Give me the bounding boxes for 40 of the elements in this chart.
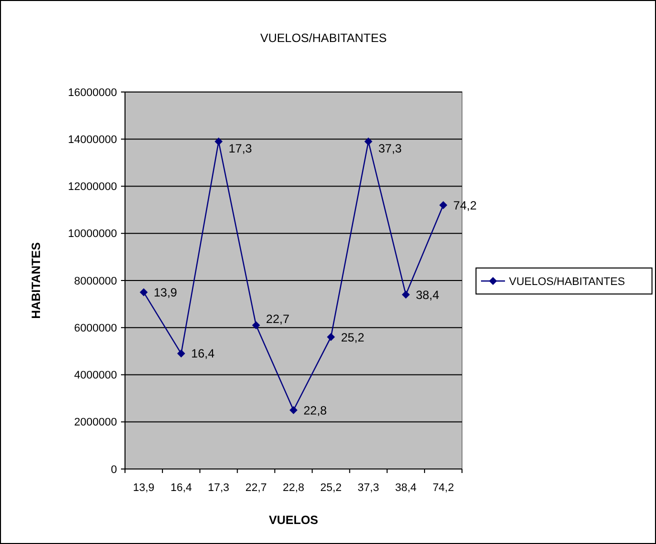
annotation: 25,2 [340,330,365,344]
y-tick-label: 8000000 [74,275,117,288]
y-tick-label: 14000000 [68,134,117,146]
x-tick-label: 37,3 [358,482,380,494]
point [402,290,410,299]
annotation: 13,9 [154,285,178,300]
y-tick-label: 0 [110,464,117,476]
y-tick-label: 6000000 [74,322,117,334]
x-tick-label: 13,9 [133,482,154,494]
x-tick-label: 17,3 [208,482,230,494]
annotation: 74,2 [453,198,477,212]
annotation: 22,7 [266,312,290,326]
x-tick-label: 22,7 [245,482,267,494]
point [364,137,372,146]
point [140,288,148,296]
annotation: 37,3 [378,141,402,156]
y-tick-label: 10000000 [68,228,117,240]
x-tick-label: 25,2 [320,482,342,494]
x-tick-label: 16,4 [170,482,192,494]
y-tick-label: 16000000 [68,86,117,99]
x-tick-label: 38,4 [395,482,417,494]
point [252,321,260,330]
point [214,137,223,146]
x-tick-label: 22,8 [282,482,304,494]
annotation: 17,3 [228,141,252,156]
legend-label: VUELOS/HABITANTES [509,276,625,288]
point [177,350,186,358]
point [439,201,448,210]
point [290,406,298,414]
annotation: 16,4 [191,346,215,361]
y-tick-label: 2000000 [74,416,117,429]
chart-title: VUELOS/HABITANTES [260,31,387,45]
annotation: 22,8 [304,403,328,418]
annotation: 38,4 [416,288,440,302]
x-axis-title: VUELOS [268,513,318,527]
y-axis-title: HABITANTES [29,242,43,319]
x-tick-label: 74,2 [432,482,454,494]
y-tick-label: 4000000 [74,370,117,382]
y-tick-label: 12000000 [68,181,117,194]
point [326,333,335,342]
